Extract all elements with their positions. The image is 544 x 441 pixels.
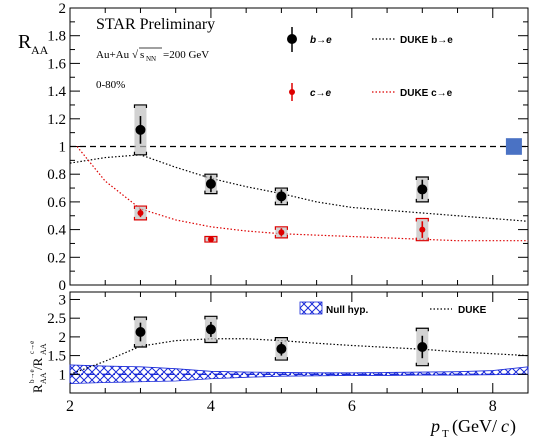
top-y-tick-label: 1.6: [47, 56, 66, 72]
c-to-e-point: [133, 205, 148, 221]
top-y-tick-label: 2: [59, 1, 67, 17]
svg-text:p: p: [429, 416, 440, 436]
top-y-tick-label: 0.4: [47, 223, 66, 239]
svg-text:s: s: [140, 49, 144, 61]
bottom-data-points: [133, 315, 429, 367]
bottom-x-axis: 2 4 6 8: [66, 292, 529, 415]
svg-text:c: c: [501, 416, 509, 436]
duke-b-curve: [69, 154, 529, 222]
svg-text:NN: NN: [146, 55, 156, 63]
legend-c-marker: [289, 83, 295, 101]
top-y-tick-label: 1.4: [47, 84, 66, 100]
b-to-e-point: [274, 187, 288, 206]
svg-text:c→e: c→e: [28, 341, 36, 354]
legend-duke-b-label: DUKE b→e: [400, 35, 453, 46]
duke-c-curve: [76, 146, 528, 242]
x-axis-title: p T (GeV/ c ): [429, 416, 516, 440]
svg-text:AA: AA: [39, 372, 48, 384]
ratio-point: [415, 327, 429, 367]
c-to-e-point: [204, 235, 218, 243]
bottom-legend: Null hyp. DUKE: [299, 301, 487, 316]
svg-text:AA: AA: [39, 343, 48, 355]
bottom-y-tick-label: 1: [59, 367, 67, 383]
legend: b→e DUKE b→e c→e DUKE c→e: [287, 27, 453, 101]
bottom-frame: [69, 291, 529, 394]
bottom-y-tick-label: 1.5: [47, 349, 66, 365]
x-tick-label: 2: [66, 398, 74, 415]
legend-duke-c-label: DUKE c→e: [400, 88, 453, 99]
top-y-axis: 0 0.2 0.4 0.6 0.8 1 1.2 1.4 1.6 1.8 2: [47, 1, 528, 294]
normalization-box: [505, 138, 522, 155]
svg-text:/R: /R: [30, 357, 45, 370]
b-to-e-point: [204, 173, 218, 195]
centrality-label: 0-80%: [96, 79, 125, 91]
top-y-tick-label: 0.8: [47, 167, 66, 183]
legend-null-swatch: [299, 301, 323, 315]
legend-b-label: b→e: [310, 35, 332, 46]
x-tick-label: 4: [207, 398, 215, 415]
bottom-y-tick-label: 2.5: [47, 311, 66, 327]
chart-title: STAR Preliminary: [96, 16, 215, 33]
svg-text:√: √: [132, 49, 139, 61]
collision-label: Au+Au √ s NN =200 GeV: [96, 47, 209, 63]
legend-b-marker: [287, 27, 297, 52]
svg-text:): ): [510, 416, 516, 437]
top-y-tick-label: 0: [59, 278, 67, 294]
legend-c-label: c→e: [310, 88, 332, 99]
top-data-points: [133, 104, 429, 243]
svg-text:T: T: [442, 428, 449, 440]
svg-text:R: R: [30, 384, 45, 393]
top-y-tick-label: 1.8: [47, 29, 66, 45]
top-y-tick-label: 1: [59, 140, 67, 156]
bottom-panel: 1 1.5 2 2.5 3 2 4 6 8 Null hyp. DUKE R AA b→e /…: [28, 291, 529, 440]
bottom-y-axis: 1 1.5 2 2.5 3: [47, 292, 528, 383]
svg-text:AA: AA: [31, 43, 49, 57]
c-to-e-point: [274, 226, 288, 239]
b-to-e-point: [415, 176, 429, 203]
c-to-e-point: [415, 217, 429, 242]
top-y-tick-label: 1.2: [47, 112, 66, 128]
ratio-point: [274, 337, 288, 361]
top-x-axis: [69, 8, 529, 285]
bottom-y-axis-title: R AA b→e /R AA c→e: [28, 341, 48, 393]
top-y-tick-label: 0.2: [47, 250, 66, 266]
svg-text:Au+Au: Au+Au: [96, 49, 130, 61]
b-to-e-point: [133, 104, 148, 156]
x-tick-label: 6: [348, 398, 356, 415]
legend-null-label: Null hyp.: [326, 305, 368, 316]
bottom-y-tick-label: 3: [59, 292, 67, 308]
svg-text:(GeV/: (GeV/: [452, 416, 497, 437]
legend-duke-ratio-label: DUKE: [458, 305, 487, 316]
x-tick-label: 8: [489, 398, 497, 415]
bottom-y-tick-label: 2: [59, 330, 67, 346]
svg-text:R: R: [18, 31, 32, 53]
svg-text:=200 GeV: =200 GeV: [163, 49, 209, 61]
top-y-tick-label: 0.6: [47, 195, 66, 211]
ratio-point: [133, 316, 148, 348]
svg-text:b→e: b→e: [28, 369, 36, 383]
ratio-point: [204, 315, 218, 344]
top-y-axis-title: R AA: [18, 31, 49, 57]
top-panel: 0 0.2 0.4 0.6 0.8 1 1.2 1.4 1.6 1.8 2 STAR Prelimi…: [18, 1, 529, 294]
